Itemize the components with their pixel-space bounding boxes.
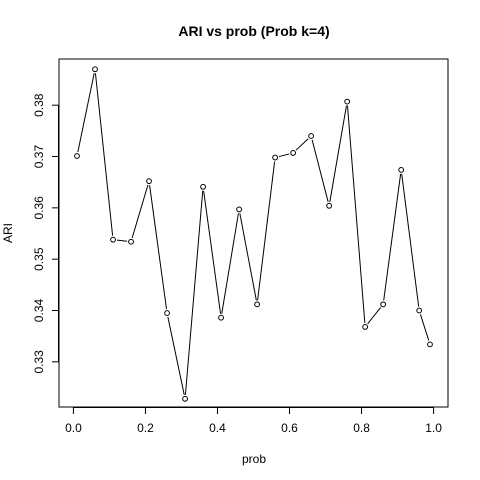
series-segment bbox=[329, 105, 347, 202]
data-point bbox=[344, 98, 351, 105]
data-point bbox=[182, 395, 188, 402]
x-tick-label: 0.2 bbox=[137, 421, 154, 435]
series-segment bbox=[257, 161, 276, 301]
series-segment bbox=[419, 314, 430, 341]
y-tick-label: 0.38 bbox=[32, 93, 46, 117]
x-tick-label: 0.0 bbox=[65, 421, 82, 435]
series-segment bbox=[383, 173, 402, 301]
series-segment bbox=[401, 173, 420, 307]
series-segment bbox=[203, 190, 222, 314]
y-tick-label: 0.33 bbox=[32, 350, 46, 374]
data-point bbox=[92, 66, 98, 73]
series-segment bbox=[184, 190, 204, 395]
y-axis-label: ARI bbox=[1, 223, 15, 243]
series-segment bbox=[77, 73, 95, 153]
series-segment bbox=[311, 139, 329, 203]
x-tick-label: 0.6 bbox=[281, 421, 298, 435]
data-point bbox=[380, 301, 387, 308]
y-tick-label: 0.34 bbox=[32, 299, 46, 323]
data-point bbox=[164, 310, 170, 316]
series-segment bbox=[346, 105, 366, 323]
data-point bbox=[290, 150, 297, 156]
x-axis-label: prob bbox=[242, 452, 266, 466]
series-segment bbox=[116, 239, 128, 242]
series-segment bbox=[278, 153, 290, 158]
series-segment bbox=[149, 185, 168, 310]
data-point bbox=[236, 206, 242, 213]
data-point bbox=[398, 166, 405, 173]
plot-frame bbox=[58, 58, 449, 408]
series-segment bbox=[131, 184, 149, 239]
data-point bbox=[110, 236, 116, 243]
data-point bbox=[416, 307, 423, 314]
chart-title: ARI vs prob (Prob k=4) bbox=[178, 23, 329, 39]
series-ari bbox=[74, 66, 433, 402]
x-tick-label: 1.0 bbox=[425, 421, 442, 435]
series-segment bbox=[221, 213, 239, 314]
series-segment bbox=[167, 316, 185, 395]
series-segment bbox=[367, 307, 382, 325]
x-tick-label: 0.8 bbox=[353, 421, 370, 435]
x-axis: 0.0 0.2 0.4 0.6 0.8 1.0 bbox=[65, 407, 442, 435]
data-point bbox=[74, 153, 80, 159]
data-point bbox=[218, 314, 224, 321]
data-point bbox=[146, 178, 152, 185]
series-segment bbox=[94, 73, 114, 236]
data-point bbox=[427, 341, 433, 348]
y-axis: 0.33 0.34 0.35 0.36 0.37 0.38 bbox=[32, 93, 59, 374]
y-tick-label: 0.35 bbox=[32, 247, 46, 271]
data-point bbox=[272, 154, 279, 161]
data-point bbox=[128, 238, 134, 245]
data-point bbox=[200, 183, 206, 190]
data-point bbox=[326, 202, 333, 209]
series-segment bbox=[295, 138, 309, 151]
y-tick-label: 0.37 bbox=[32, 145, 46, 169]
y-tick-label: 0.36 bbox=[32, 196, 46, 220]
x-tick-label: 0.4 bbox=[209, 421, 226, 435]
series-segment bbox=[239, 213, 257, 301]
data-point bbox=[362, 324, 369, 330]
data-point bbox=[308, 133, 315, 139]
data-point bbox=[254, 301, 261, 308]
